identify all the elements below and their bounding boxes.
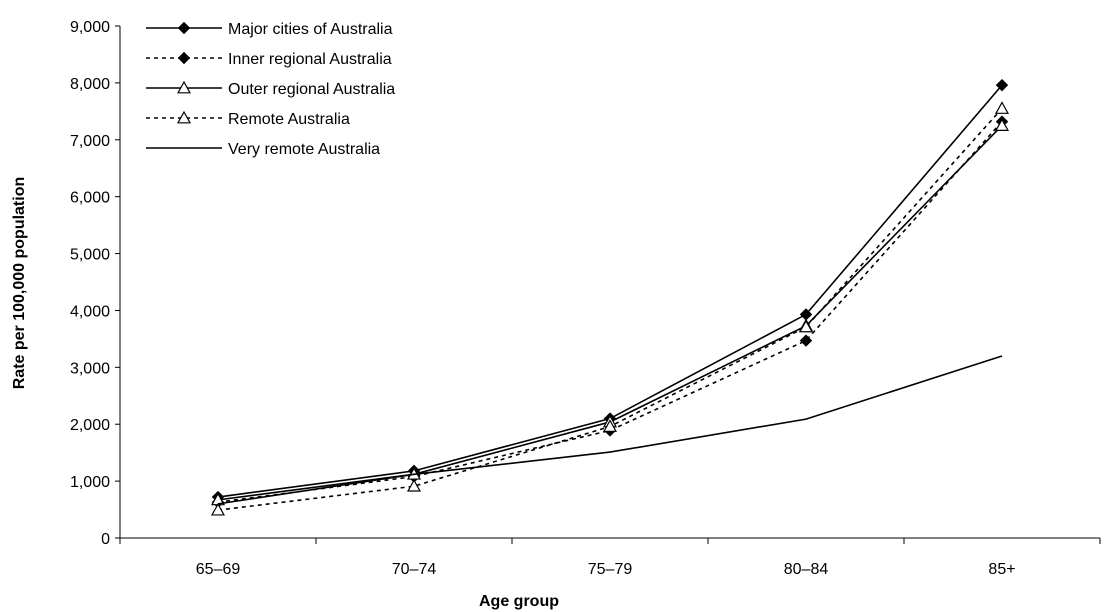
- legend-label: Remote Australia: [228, 111, 350, 128]
- x-tick-label: 65–69: [196, 561, 241, 578]
- y-tick-label: 4,000: [70, 303, 110, 320]
- series-5: [217, 355, 1003, 505]
- series-line: [217, 355, 1003, 505]
- series-line: [217, 124, 1003, 501]
- y-tick-label: 6,000: [70, 190, 110, 207]
- x-axis-title: Age group: [479, 593, 559, 610]
- series-4: [210, 101, 1010, 516]
- diamond-marker: [799, 334, 813, 347]
- triangle-marker: [176, 110, 192, 124]
- series-layer: [210, 78, 1010, 516]
- diamond-marker: [177, 51, 191, 65]
- legend-item: Very remote Australia: [146, 141, 380, 158]
- legend-item: Inner regional Australia: [146, 51, 392, 68]
- legend-item: Remote Australia: [146, 110, 350, 128]
- x-axis: 65–69 70–74 75–79 80–84 85+: [119, 537, 1101, 578]
- series-line: [217, 121, 1003, 503]
- series-3: [210, 118, 1010, 506]
- y-tick-label: 0: [101, 531, 110, 548]
- x-tick-label: 85+: [988, 561, 1015, 578]
- x-tick-label: 80–84: [784, 561, 829, 578]
- legend: Major cities of Australia Inner regional …: [146, 21, 395, 158]
- triangle-marker: [176, 80, 192, 94]
- x-tick-label: 75–79: [588, 561, 633, 578]
- diamond-marker: [995, 78, 1009, 92]
- x-tick-label: 70–74: [392, 561, 437, 578]
- series-line: [217, 107, 1003, 511]
- triangle-marker: [602, 419, 618, 432]
- legend-label: Very remote Australia: [228, 141, 380, 158]
- y-axis: 0 1,000 2,000 3,000 4,000 5,000 6,000 7,000 8,00…: [70, 19, 121, 548]
- legend-label: Major cities of Australia: [228, 21, 393, 38]
- triangle-marker: [406, 478, 422, 492]
- y-tick-label: 1,000: [70, 474, 110, 491]
- legend-item: Outer regional Australia: [146, 80, 395, 98]
- triangle-marker: [994, 118, 1010, 131]
- y-tick-label: 8,000: [70, 76, 110, 93]
- y-axis-title: Rate per 100,000 population: [11, 177, 28, 390]
- y-tick-label: 2,000: [70, 417, 110, 434]
- legend-item: Major cities of Australia: [146, 21, 393, 38]
- y-tick-label: 3,000: [70, 360, 110, 377]
- legend-label: Outer regional Australia: [228, 81, 395, 98]
- diamond-marker: [177, 21, 191, 35]
- triangle-marker: [210, 502, 226, 516]
- legend-label: Inner regional Australia: [228, 51, 392, 68]
- y-tick-label: 5,000: [70, 247, 110, 264]
- y-tick-label: 7,000: [70, 133, 110, 150]
- triangle-marker: [798, 319, 814, 333]
- y-tick-label: 9,000: [70, 19, 110, 36]
- series-2: [211, 115, 1009, 509]
- triangle-marker: [994, 101, 1010, 114]
